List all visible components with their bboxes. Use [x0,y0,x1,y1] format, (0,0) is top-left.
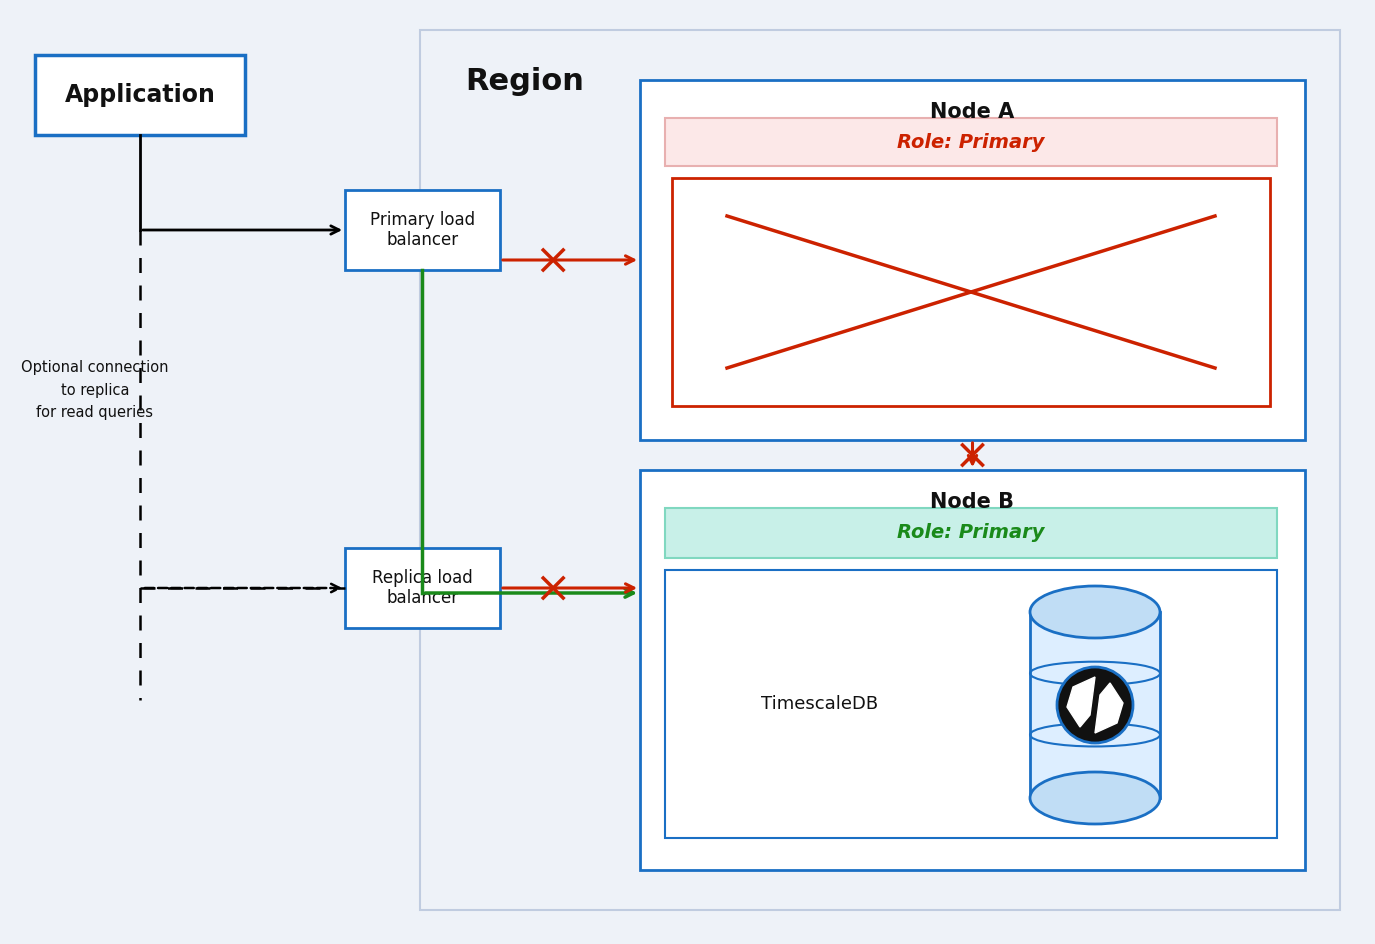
Ellipse shape [1030,586,1160,638]
FancyBboxPatch shape [666,508,1277,558]
FancyBboxPatch shape [639,470,1305,870]
Text: Role: Primary: Role: Primary [898,132,1045,151]
Text: Replica load
balancer: Replica load balancer [373,568,473,607]
Text: Application: Application [65,83,216,107]
Text: Primary load
balancer: Primary load balancer [370,211,474,249]
Text: TimescaleDB: TimescaleDB [762,695,879,713]
Polygon shape [1094,683,1123,733]
FancyBboxPatch shape [345,548,500,628]
Ellipse shape [1030,772,1160,824]
Polygon shape [1067,677,1094,727]
Text: Node A: Node A [931,102,1015,122]
FancyBboxPatch shape [639,80,1305,440]
Ellipse shape [1057,667,1133,743]
FancyBboxPatch shape [1030,612,1160,798]
FancyBboxPatch shape [666,118,1277,166]
FancyBboxPatch shape [672,178,1270,406]
Text: Role: Primary: Role: Primary [898,524,1045,543]
Text: Optional connection
to replica
for read queries: Optional connection to replica for read … [21,361,169,420]
FancyBboxPatch shape [345,190,500,270]
FancyBboxPatch shape [419,30,1341,910]
FancyBboxPatch shape [666,570,1277,838]
FancyBboxPatch shape [34,55,245,135]
Text: Node B: Node B [931,492,1015,512]
Text: Region: Region [465,68,584,96]
